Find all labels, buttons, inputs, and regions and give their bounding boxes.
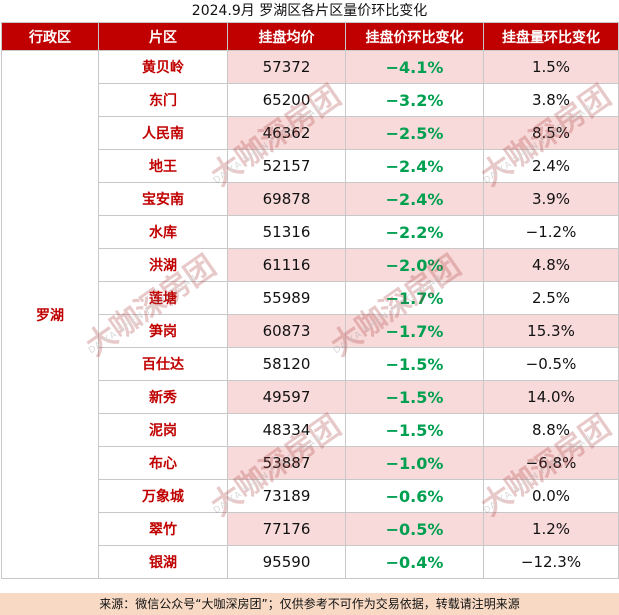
volume-change-cell: 1.5% xyxy=(483,50,619,84)
price-change-cell: −1.0% xyxy=(345,446,484,480)
area-cell: 银湖 xyxy=(98,545,228,579)
price-change-cell: −2.2% xyxy=(345,215,484,249)
price-cell: 57372 xyxy=(227,50,346,84)
price-cell: 77176 xyxy=(227,512,346,546)
table-row: 翠竹 77176 −0.5% 1.2% xyxy=(2,512,619,546)
price-change-cell: −2.4% xyxy=(345,182,484,216)
area-cell: 洪湖 xyxy=(98,248,228,282)
volume-change-cell: −12.3% xyxy=(483,545,619,579)
price-change-cell: −0.6% xyxy=(345,479,484,513)
price-cell: 60873 xyxy=(227,314,346,348)
data-table: 行政区 片区 挂盘均价 挂盘价环比变化 挂盘量环比变化 罗湖 黄贝岭 57372 −4… xyxy=(1,22,619,579)
area-cell: 人民南 xyxy=(98,116,228,150)
price-change-cell: −1.7% xyxy=(345,281,484,315)
source-footer: 来源：微信公众号“大咖深房团”；仅供参考不可作为交易依据，转载请注明来源 xyxy=(0,593,619,615)
price-change-cell: −2.0% xyxy=(345,248,484,282)
table-row: 银湖 95590 −0.4% −12.3% xyxy=(2,545,619,579)
area-cell: 泥岗 xyxy=(98,413,228,447)
price-change-cell: −2.4% xyxy=(345,149,484,183)
price-cell: 95590 xyxy=(227,545,346,579)
volume-change-cell: 8.8% xyxy=(483,413,619,447)
price-cell: 53887 xyxy=(227,446,346,480)
table-body: 罗湖 黄贝岭 57372 −4.1% 1.5% 东门 65200 −3.2% 3.8% 人民南 46… xyxy=(1,50,619,579)
volume-change-cell: 2.5% xyxy=(483,281,619,315)
price-change-cell: −3.2% xyxy=(345,83,484,117)
price-change-cell: −1.7% xyxy=(345,314,484,348)
area-cell: 东门 xyxy=(98,83,228,117)
price-change-cell: −0.5% xyxy=(345,512,484,546)
volume-change-cell: 3.8% xyxy=(483,83,619,117)
area-cell: 百仕达 xyxy=(98,347,228,381)
price-cell: 61116 xyxy=(227,248,346,282)
price-cell: 55989 xyxy=(227,281,346,315)
area-cell: 笋岗 xyxy=(98,314,228,348)
header-price-change: 挂盘价环比变化 xyxy=(345,22,484,51)
price-cell: 58120 xyxy=(227,347,346,381)
volume-change-cell: 14.0% xyxy=(483,380,619,414)
volume-change-cell: 8.5% xyxy=(483,116,619,150)
header-district: 行政区 xyxy=(1,22,99,51)
price-cell: 46362 xyxy=(227,116,346,150)
price-change-cell: −1.5% xyxy=(345,380,484,414)
volume-change-cell: 0.0% xyxy=(483,479,619,513)
volume-change-cell: −6.8% xyxy=(483,446,619,480)
volume-change-cell: 15.3% xyxy=(483,314,619,348)
table-title: 2024.9月 罗湖区各片区量价环比变化 xyxy=(0,0,619,22)
header-row: 行政区 片区 挂盘均价 挂盘价环比变化 挂盘量环比变化 xyxy=(1,22,619,51)
table-row: 莲塘 55989 −1.7% 2.5% xyxy=(2,281,619,315)
price-change-cell: −2.5% xyxy=(345,116,484,150)
price-change-cell: −1.5% xyxy=(345,347,484,381)
table-row: 水库 51316 −2.2% −1.2% xyxy=(2,215,619,249)
table-row: 人民南 46362 −2.5% 8.5% xyxy=(2,116,619,150)
table-row: 百仕达 58120 −1.5% −0.5% xyxy=(2,347,619,381)
volume-change-cell: −1.2% xyxy=(483,215,619,249)
table-row: 洪湖 61116 −2.0% 4.8% xyxy=(2,248,619,282)
price-cell: 48334 xyxy=(227,413,346,447)
area-cell: 翠竹 xyxy=(98,512,228,546)
area-cell: 万象城 xyxy=(98,479,228,513)
volume-change-cell: 4.8% xyxy=(483,248,619,282)
header-area: 片区 xyxy=(98,22,228,51)
price-cell: 49597 xyxy=(227,380,346,414)
table-row: 新秀 49597 −1.5% 14.0% xyxy=(2,380,619,414)
table-row: 万象城 73189 −0.6% 0.0% xyxy=(2,479,619,513)
header-price: 挂盘均价 xyxy=(227,22,346,51)
price-cell: 52157 xyxy=(227,149,346,183)
price-cell: 65200 xyxy=(227,83,346,117)
table-row: 罗湖 黄贝岭 57372 −4.1% 1.5% xyxy=(1,50,619,579)
volume-change-cell: 3.9% xyxy=(483,182,619,216)
volume-change-cell: 2.4% xyxy=(483,149,619,183)
price-cell: 51316 xyxy=(227,215,346,249)
price-cell: 73189 xyxy=(227,479,346,513)
area-cell: 宝安南 xyxy=(98,182,228,216)
table-row: 泥岗 48334 −1.5% 8.8% xyxy=(2,413,619,447)
area-cell: 水库 xyxy=(98,215,228,249)
volume-change-cell: 1.2% xyxy=(483,512,619,546)
table-row: 东门 65200 −3.2% 3.8% xyxy=(2,83,619,117)
area-cell: 地王 xyxy=(98,149,228,183)
table-row: 笋岗 60873 −1.7% 15.3% xyxy=(2,314,619,348)
price-change-cell: −0.4% xyxy=(345,545,484,579)
area-cell: 新秀 xyxy=(98,380,228,414)
price-change-cell: −1.5% xyxy=(345,413,484,447)
header-volume-change: 挂盘量环比变化 xyxy=(483,22,619,51)
volume-change-cell: −0.5% xyxy=(483,347,619,381)
area-cell: 布心 xyxy=(98,446,228,480)
table-row: 地王 52157 −2.4% 2.4% xyxy=(2,149,619,183)
district-cell: 罗湖 xyxy=(1,50,99,579)
table-row: 宝安南 69878 −2.4% 3.9% xyxy=(2,182,619,216)
price-change-cell: −4.1% xyxy=(345,50,484,84)
price-cell: 69878 xyxy=(227,182,346,216)
area-cell: 黄贝岭 xyxy=(98,50,228,84)
area-cell: 莲塘 xyxy=(98,281,228,315)
